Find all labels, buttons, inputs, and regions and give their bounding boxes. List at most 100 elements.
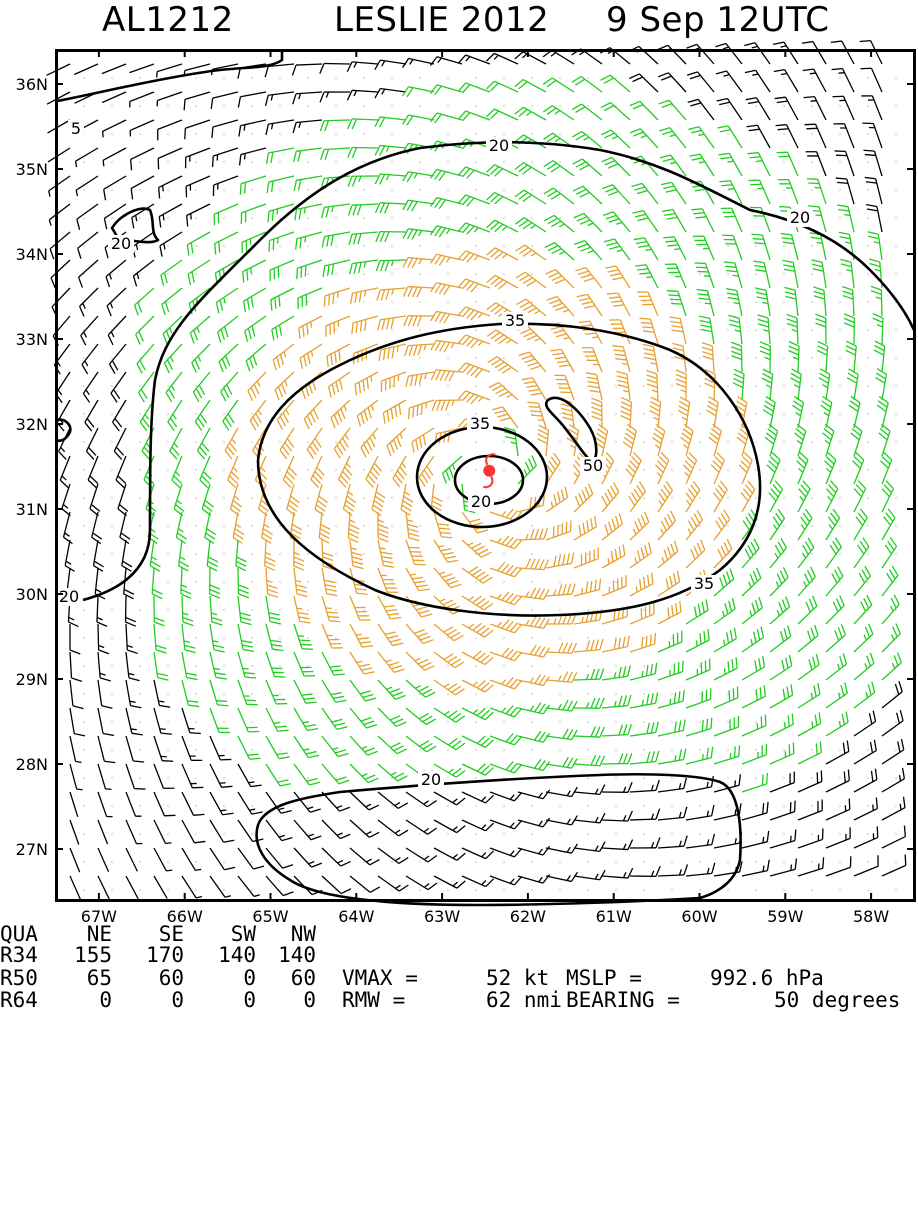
wind-barb <box>210 624 225 652</box>
wind-barb <box>574 214 602 232</box>
wind-barb <box>375 60 406 70</box>
grid-dot <box>251 217 253 219</box>
grid-dot <box>839 833 841 835</box>
wind-barb <box>170 428 182 459</box>
grid-dot <box>587 665 589 667</box>
grid-dot <box>111 749 113 751</box>
grid-dot <box>83 777 85 779</box>
grid-dot <box>447 161 449 163</box>
wind-barb <box>103 120 126 137</box>
grid-dot <box>223 189 225 191</box>
wind-barb <box>434 820 465 833</box>
wind-barb <box>792 397 803 428</box>
grid-dot <box>671 301 673 303</box>
wind-barb <box>798 683 820 708</box>
wind-barb <box>98 792 113 817</box>
grid-dot <box>391 161 393 163</box>
grid-dot <box>139 749 141 751</box>
wind-barb <box>214 204 238 225</box>
wind-barb <box>70 876 81 900</box>
wind-barb <box>546 487 568 512</box>
grid-dot <box>195 581 197 583</box>
grid-dot <box>111 861 113 863</box>
grid-dot <box>307 469 309 471</box>
wind-barb <box>543 78 574 92</box>
wind-barb <box>819 369 830 400</box>
wind-barb <box>871 286 882 316</box>
grid-dot <box>811 413 813 415</box>
grid-dot <box>111 889 113 891</box>
wind-barb <box>882 509 895 540</box>
wind-barb <box>350 680 376 701</box>
wind-barb <box>486 81 518 92</box>
wind-barb <box>714 657 737 680</box>
wind-barb <box>350 764 378 783</box>
grid-dot <box>587 889 589 891</box>
wind-barb <box>602 724 631 736</box>
grid-dot <box>251 553 253 555</box>
wind-barb <box>299 316 322 339</box>
wind-barb <box>784 287 798 316</box>
grid-dot <box>727 329 729 331</box>
wind-barb <box>47 64 70 75</box>
grid-dot <box>755 133 757 135</box>
grid-dot <box>419 189 421 191</box>
wind-barb <box>781 233 798 260</box>
wind-barb <box>798 800 822 820</box>
wind-barb <box>434 624 464 641</box>
grid-dot <box>531 273 533 275</box>
wind-barb <box>293 92 322 104</box>
grid-dot <box>783 189 785 191</box>
wind-barb <box>854 798 877 820</box>
wind-barb <box>626 453 641 484</box>
wind-barb <box>294 736 319 758</box>
grid-dot <box>503 469 505 471</box>
wind-barb <box>347 62 378 72</box>
wind-barb <box>721 208 742 232</box>
grid-dot <box>867 497 869 499</box>
wind-barb <box>805 124 826 148</box>
grid-dot <box>279 245 281 247</box>
grid-dot <box>167 497 169 499</box>
grid-dot <box>671 357 673 359</box>
wind-barb <box>821 396 832 428</box>
wind-barb <box>350 848 379 865</box>
grid-dot <box>279 497 281 499</box>
wind-barb <box>376 232 406 242</box>
wind-barb <box>210 708 230 733</box>
grid-dot <box>195 245 197 247</box>
wind-barb <box>630 722 658 736</box>
grid-dot <box>475 777 477 779</box>
grid-dot <box>727 497 729 499</box>
wind-barb <box>546 787 577 796</box>
grid-dot <box>279 105 281 107</box>
wind-barb <box>192 344 210 373</box>
wind-barb <box>658 778 686 792</box>
wind-barb <box>702 343 714 372</box>
wind-barb <box>854 481 866 512</box>
wind-barb <box>131 148 154 170</box>
wind-barb <box>487 193 518 204</box>
grid-dot <box>447 245 449 247</box>
grid-dot <box>447 889 449 891</box>
wind-barb <box>126 820 142 844</box>
wind-barb <box>434 568 461 588</box>
wind-barb <box>826 856 851 876</box>
grid-dot <box>279 413 281 415</box>
grid-dot <box>251 637 253 639</box>
grid-dot <box>223 329 225 331</box>
grid-dot <box>531 301 533 303</box>
wind-barb <box>266 120 294 135</box>
grid-dot <box>195 693 197 695</box>
grid-dot <box>139 217 141 219</box>
grid-dot <box>279 693 281 695</box>
wind-barb <box>322 708 348 729</box>
grid-dot <box>531 189 533 191</box>
grid-dot <box>223 777 225 779</box>
wind-barb <box>741 481 755 512</box>
grid-dot <box>755 805 757 807</box>
wind-barb <box>50 232 70 259</box>
grid-dot <box>335 189 337 191</box>
wind-barb <box>241 204 266 224</box>
wind-barb <box>882 797 905 820</box>
